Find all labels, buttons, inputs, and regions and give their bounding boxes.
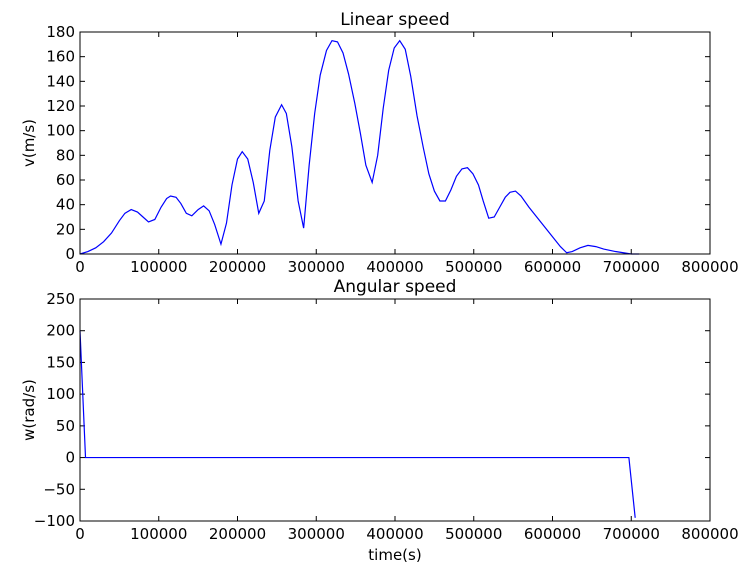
y-tick-label: −100 (34, 512, 75, 530)
x-tick-label: 300000 (288, 525, 345, 543)
y-tick-label: 150 (46, 353, 75, 371)
x-tick-label: 700000 (603, 525, 660, 543)
x-axis-label: time(s) (368, 546, 421, 564)
x-tick-label: 400000 (366, 258, 423, 276)
x-tick-label: 400000 (366, 525, 423, 543)
axes-frame (79, 298, 711, 522)
y-tick-label: 180 (46, 23, 75, 41)
y-tick-label: 100 (46, 385, 75, 403)
y-tick-label: 0 (65, 449, 75, 467)
y-tick-label: 0 (65, 245, 75, 263)
x-tick-label: 200000 (209, 525, 266, 543)
y-tick-label: 50 (56, 417, 75, 435)
y-axis-label: w(rad/s) (20, 379, 38, 441)
x-tick-label: 600000 (524, 258, 581, 276)
y-axis-label: v(m/s) (20, 119, 38, 167)
y-tick-label: 60 (56, 171, 75, 189)
y-tick-label: 250 (46, 290, 75, 308)
data-line (79, 39, 640, 255)
x-tick-label: 800000 (681, 258, 738, 276)
x-tick-label: 100000 (130, 258, 187, 276)
chart-title: Linear speed (340, 10, 450, 30)
x-tick-label: 500000 (445, 258, 502, 276)
y-tick-label: −50 (43, 480, 75, 498)
y-tick-label: 200 (46, 322, 75, 340)
y-tick-label: 20 (56, 220, 75, 238)
x-tick-label: 500000 (445, 525, 502, 543)
y-tick-label: 140 (46, 72, 75, 90)
y-tick-label: 160 (46, 48, 75, 66)
y-tick-label: 100 (46, 122, 75, 140)
data-line (79, 330, 636, 518)
x-tick-label: 100000 (130, 525, 187, 543)
x-tick-label: 800000 (681, 525, 738, 543)
x-tick-label: 700000 (603, 258, 660, 276)
chart-title: Angular speed (334, 277, 457, 297)
x-tick-label: 0 (75, 258, 85, 276)
y-tick-label: 120 (46, 97, 75, 115)
y-tick-label: 80 (56, 146, 75, 164)
axes-frame (79, 31, 711, 255)
x-tick-label: 300000 (288, 258, 345, 276)
x-tick-label: 200000 (209, 258, 266, 276)
y-tick-label: 40 (56, 196, 75, 214)
x-tick-label: 0 (75, 525, 85, 543)
x-tick-label: 600000 (524, 525, 581, 543)
